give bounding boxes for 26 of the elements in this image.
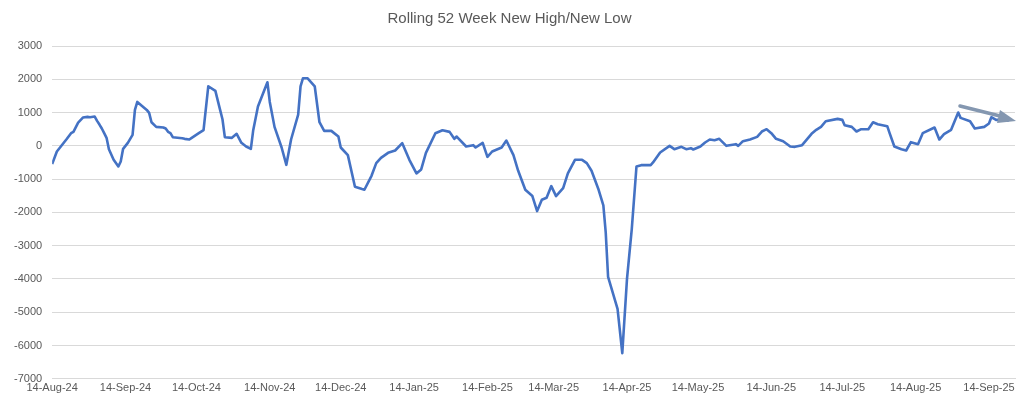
y-tick-label: -1000 [13, 172, 43, 185]
x-tick-label: 14-Sep-25 [963, 381, 1015, 394]
y-tick-label: -5000 [13, 305, 43, 318]
x-tick-label: 14-Apr-25 [602, 381, 652, 394]
x-tick-label: 14-Nov-24 [244, 381, 296, 394]
y-tick-label: -7000 [13, 371, 43, 384]
y-tick-label: 1000 [17, 105, 43, 118]
x-tick-label: 14-Mar-25 [528, 381, 580, 394]
x-tick-label: 14-May-25 [671, 381, 725, 394]
y-tick-label: -2000 [13, 205, 43, 218]
y-tick-label: 3000 [17, 39, 43, 52]
x-tick-label: 14-Jan-25 [389, 381, 439, 394]
x-tick-label: 14-Jun-25 [746, 381, 797, 394]
x-tick-label: 14-Sep-24 [99, 381, 152, 394]
y-tick-label: 0 [36, 138, 43, 151]
x-tick-label: 14-Dec-24 [315, 381, 367, 394]
y-tick-label: -4000 [13, 271, 43, 284]
x-tick-label: 14-Oct-24 [171, 381, 221, 394]
x-tick-label: 14-Aug-24 [26, 381, 78, 394]
x-tick-label: 14-Jul-25 [819, 381, 866, 394]
chart-title: Rolling 52 Week New High/New Low [387, 9, 632, 27]
x-tick-label: 14-Feb-25 [462, 381, 513, 394]
y-tick-label: -6000 [13, 338, 43, 351]
y-tick-label: -3000 [13, 238, 43, 251]
x-tick-label: 14-Aug-25 [889, 381, 942, 394]
y-tick-label: 2000 [17, 72, 43, 85]
